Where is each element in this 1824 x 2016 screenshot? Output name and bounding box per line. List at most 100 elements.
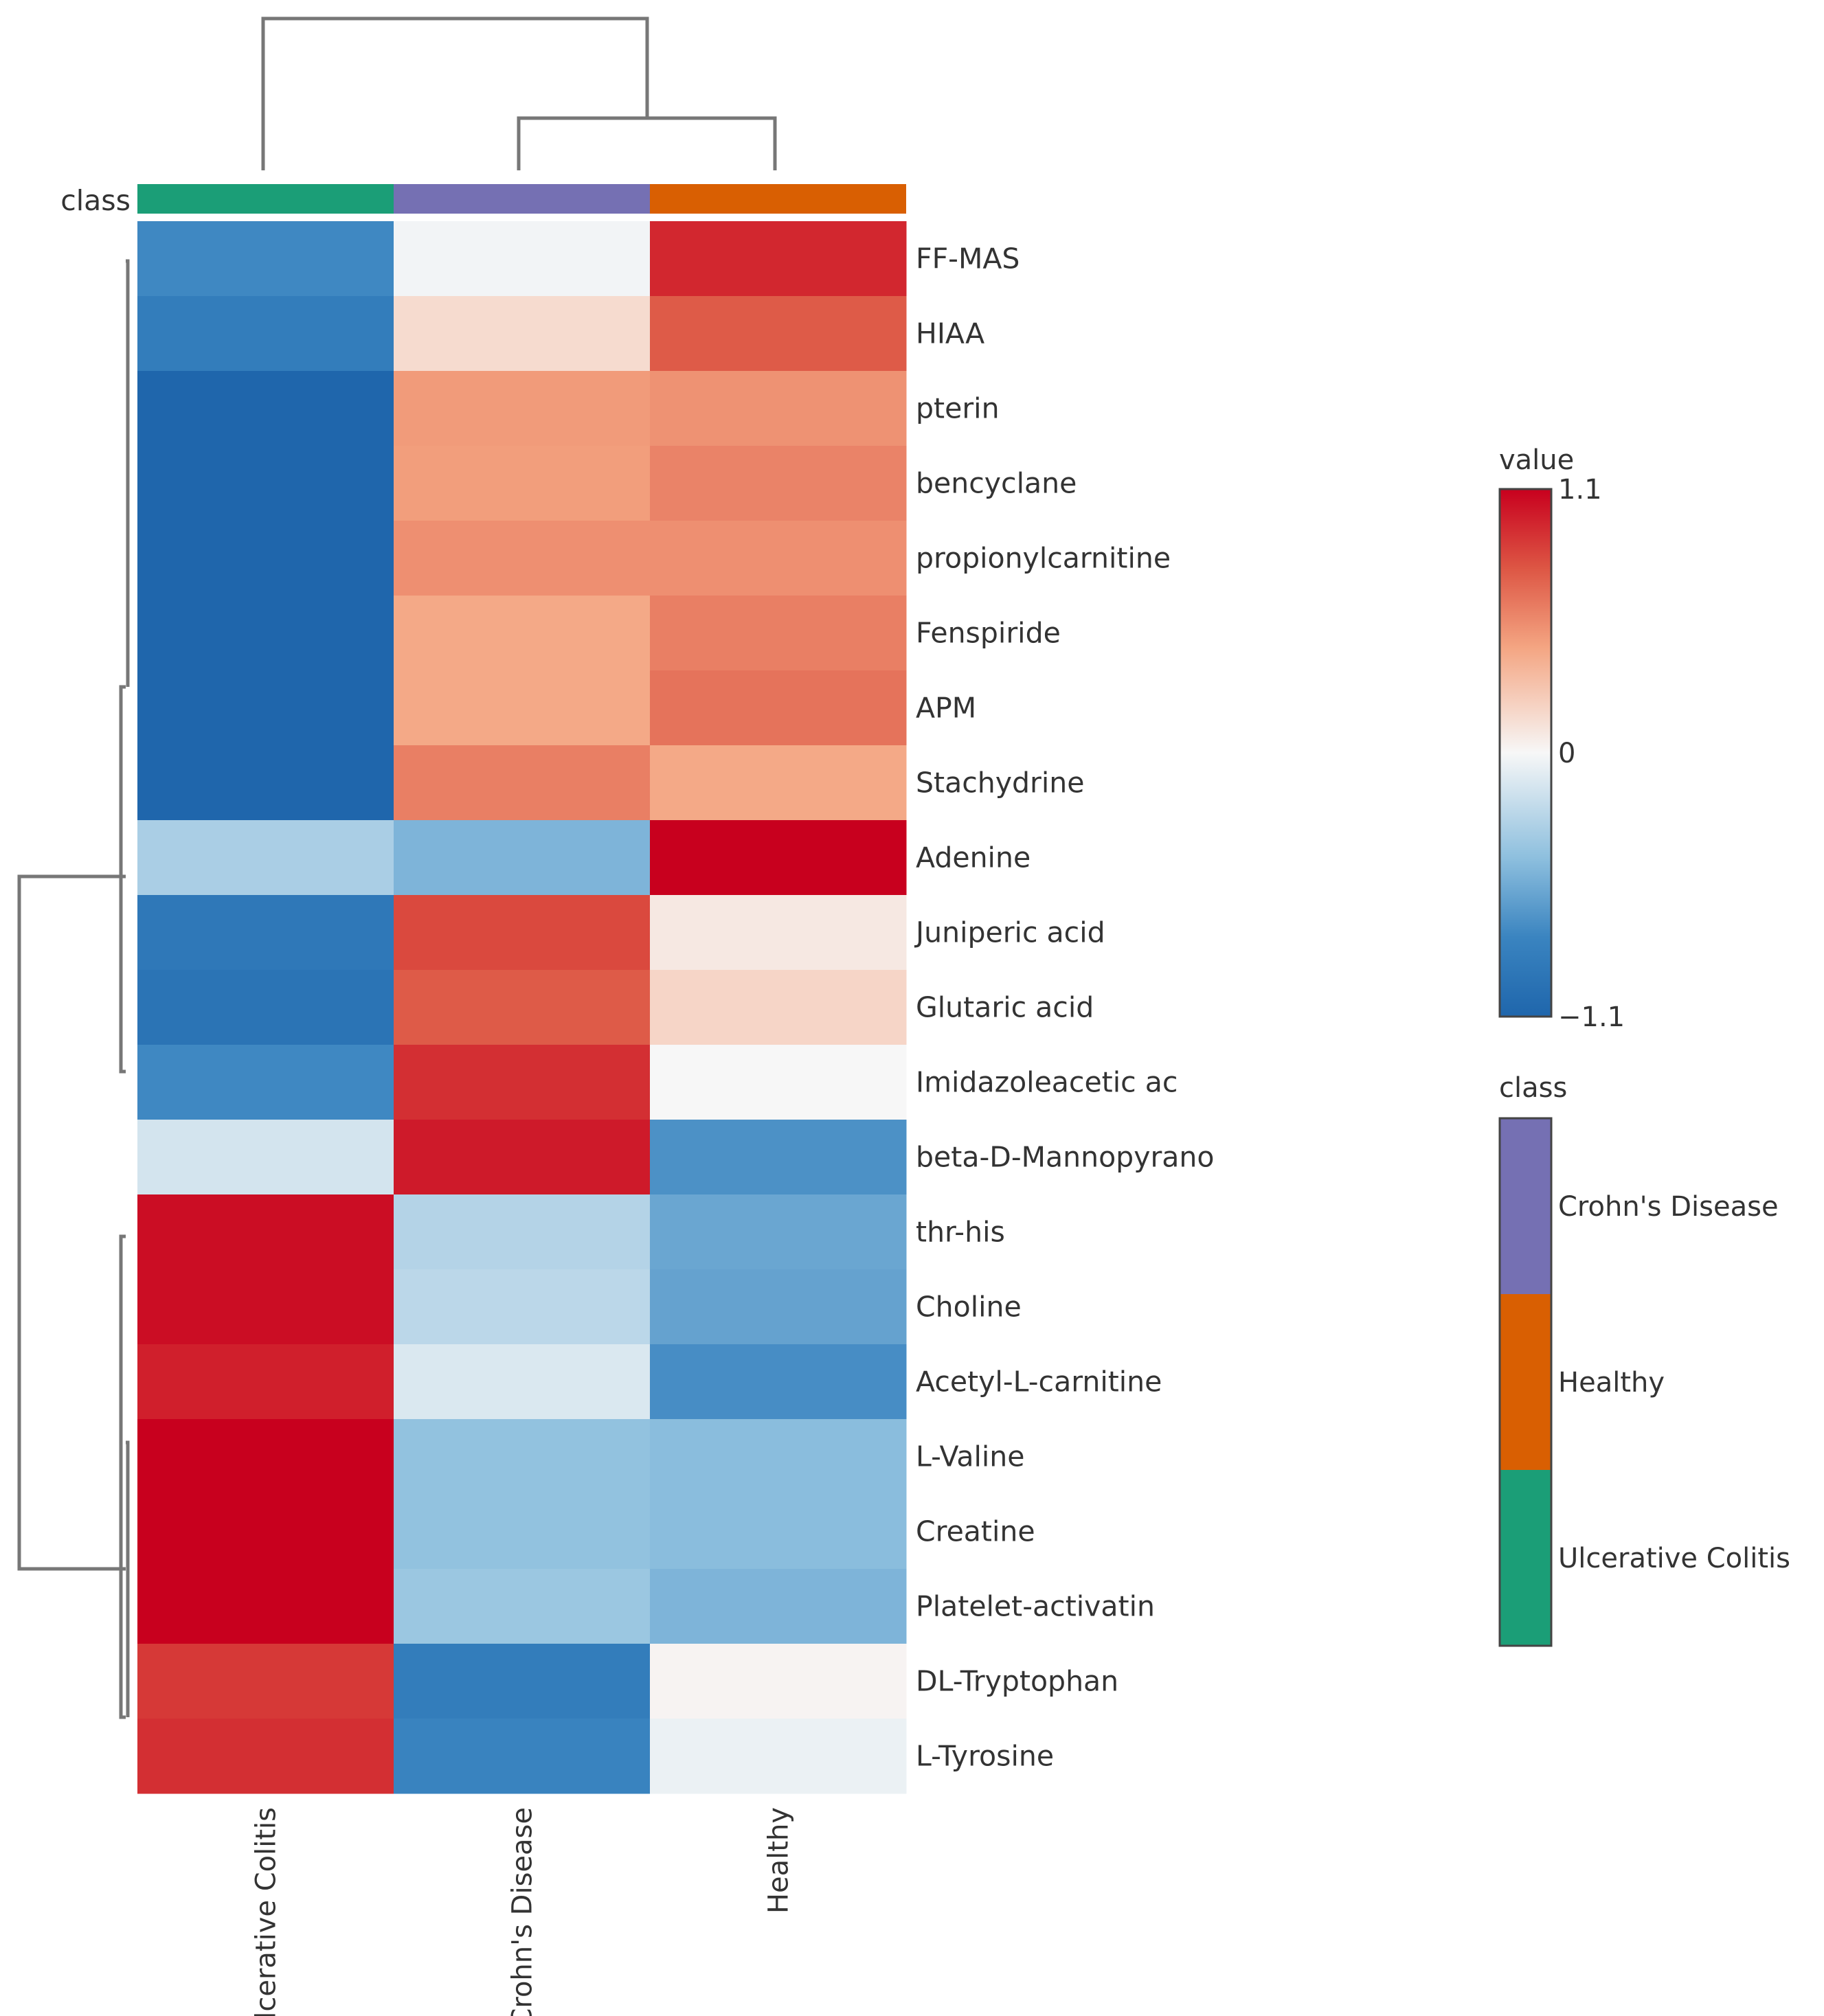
heatmap-cell [394, 1419, 651, 1495]
row-dendro-top-sub [126, 259, 130, 687]
heatmap-cell [650, 1419, 907, 1495]
heatmap-cell [650, 745, 907, 821]
row-label: DL-Tryptophan [916, 1665, 1118, 1698]
heatmap-cell [650, 670, 907, 746]
col-dendro-branch-root [261, 16, 649, 170]
colorbar-title: value [1499, 444, 1574, 476]
row-dendrogram [17, 259, 130, 1719]
heatmap-cell [394, 221, 651, 297]
heatmap-cell [394, 1344, 651, 1420]
heatmap-cell [137, 1045, 394, 1120]
colorbar-tick-label: 1.1 [1558, 474, 1602, 506]
class-legend-label: Healthy [1558, 1367, 1665, 1398]
row-label: Choline [916, 1291, 1022, 1324]
heatmap-cell [650, 1120, 907, 1195]
heatmap-cell [650, 1494, 907, 1570]
heatmap-cell [137, 670, 394, 746]
heatmap-cell [137, 296, 394, 372]
heatmap-cell [650, 1269, 907, 1345]
heatmap-cell [394, 670, 651, 746]
heatmap-cell [394, 745, 651, 821]
heatmap-cell [650, 596, 907, 671]
heatmap-cell [137, 1269, 394, 1345]
row-label: Creatine [916, 1515, 1035, 1548]
heatmap-cell [137, 371, 394, 446]
class-legend-title: class [1499, 1072, 1567, 1104]
row-label: Fenspiride [916, 617, 1061, 650]
heatmap-cell [394, 296, 651, 372]
heatmap-cell [394, 1644, 651, 1719]
colorbar [1498, 488, 1553, 1018]
row-dendro-bottom-sub [126, 1440, 130, 1717]
row-dendro-root [17, 874, 126, 1571]
heatmap-cell [650, 221, 907, 297]
heatmap-cell [394, 1494, 651, 1570]
heatmap-cell [137, 446, 394, 521]
row-label: Platelet-activatin [916, 1590, 1155, 1623]
heatmap-cell [650, 820, 907, 896]
column-label: Crohn's Disease [507, 1807, 539, 2016]
heatmap-cell [650, 970, 907, 1045]
heatmap-cell [650, 1644, 907, 1719]
row-label: pterin [916, 392, 1000, 425]
row-label: Adenine [916, 841, 1031, 874]
heatmap-cell [650, 521, 907, 596]
class-legend-swatch-ulcerative-colitis [1500, 1470, 1551, 1646]
heatmap-cell [650, 1045, 907, 1120]
heatmap-cell [137, 1344, 394, 1420]
heatmap-cell [394, 446, 651, 521]
row-label: thr-his [916, 1216, 1005, 1249]
heatmap-cell [137, 1719, 394, 1794]
heatmap-cell [137, 1569, 394, 1644]
colorbar-tick-label: −1.1 [1558, 1001, 1625, 1033]
class-annotation-label: class [60, 184, 131, 217]
heatmap-cell [394, 596, 651, 671]
class-strip-cell-ulcerative-colitis [137, 184, 394, 214]
row-dendro-bottom-cluster [119, 1234, 126, 1719]
heatmap-cell [137, 745, 394, 821]
heatmap-cell [650, 1344, 907, 1420]
heatmap-cell [137, 970, 394, 1045]
row-label: propionylcarnitine [916, 542, 1171, 575]
class-annotation-strip [137, 184, 906, 214]
row-label: Juniperic acid [914, 916, 1105, 949]
heatmap-cell [137, 596, 394, 671]
row-label: FF-MAS [916, 242, 1020, 275]
class-legend-swatch-crohn-s-disease [1500, 1118, 1551, 1294]
heatmap-cell [650, 446, 907, 521]
heatmap-cell [650, 1569, 907, 1644]
heatmap-cell [394, 820, 651, 896]
heatmap-cell [137, 1120, 394, 1195]
row-label: bencyclane [916, 467, 1077, 500]
heatmap-cell [394, 1045, 651, 1120]
heatmap-cell [137, 1419, 394, 1495]
heatmap-cell [650, 371, 907, 446]
row-label: Stachydrine [916, 767, 1085, 800]
heatmap-cells [137, 221, 907, 1794]
heatmap-cell [394, 970, 651, 1045]
heatmap-cell [137, 1194, 394, 1270]
heatmap-cell [137, 521, 394, 596]
column-label: Ulcerative Colitis [251, 1807, 282, 2016]
row-dendro-top-cluster [119, 685, 126, 1074]
column-label: Healthy [763, 1807, 795, 1914]
heatmap-cell [394, 1719, 651, 1794]
class-strip-cell-healthy [650, 184, 906, 214]
row-label: beta-D-Mannopyrano [916, 1141, 1215, 1174]
class-legend-swatch-healthy [1500, 1294, 1551, 1470]
column-dendrogram [261, 16, 777, 170]
heatmap-cell [394, 371, 651, 446]
heatmap-cell [394, 895, 651, 971]
row-label: HIAA [916, 317, 984, 350]
colorbar-tick-label: 0 [1558, 738, 1575, 769]
heatmap-cell [137, 221, 394, 297]
column-labels: Ulcerative Colitis Crohn's Disease Healthy [251, 1807, 795, 2016]
heatmap-cell [394, 1569, 651, 1644]
heatmap-cell [137, 1644, 394, 1719]
row-label: APM [916, 692, 976, 725]
class-strip-cell-crohn-s-disease [394, 184, 650, 214]
row-label: Glutaric acid [916, 991, 1094, 1024]
col-dendro-branch-cd-healthy [517, 116, 777, 170]
heatmap-cell [394, 1120, 651, 1195]
